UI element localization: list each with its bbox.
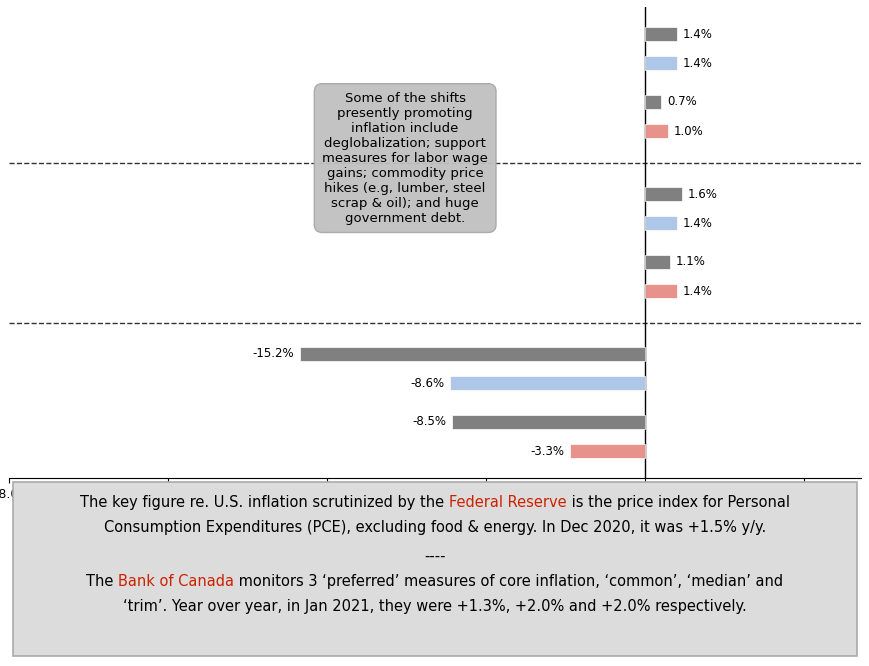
- Text: is the price index for Personal: is the price index for Personal: [566, 495, 789, 510]
- Bar: [569, 444, 645, 458]
- Bar: [645, 255, 669, 269]
- Text: 1.4%: 1.4%: [682, 27, 712, 41]
- Bar: [645, 27, 676, 41]
- Text: The key figure re. U.S. inflation scrutinized by the: The key figure re. U.S. inflation scruti…: [80, 495, 448, 510]
- Bar: [452, 415, 645, 429]
- X-axis label: Year-over-Year % Change: Year-over-Year % Change: [328, 509, 541, 525]
- Text: Consumption Expenditures (PCE), excluding food & energy. In Dec 2020, it was +1.: Consumption Expenditures (PCE), excludin…: [103, 520, 766, 535]
- Text: 1.0%: 1.0%: [673, 125, 703, 138]
- Text: 1.1%: 1.1%: [675, 255, 705, 268]
- Text: The: The: [86, 573, 118, 589]
- FancyBboxPatch shape: [13, 482, 856, 656]
- Bar: [645, 284, 676, 298]
- Text: 0.7%: 0.7%: [667, 95, 696, 109]
- Text: -15.2%: -15.2%: [252, 348, 294, 360]
- Text: Federal Reserve: Federal Reserve: [448, 495, 566, 510]
- Text: -8.5%: -8.5%: [412, 416, 446, 428]
- Text: ‘trim’. Year over year, in Jan 2021, they were +1.3%, +2.0% and +2.0% respective: ‘trim’. Year over year, in Jan 2021, the…: [123, 599, 746, 614]
- Bar: [449, 376, 645, 390]
- Text: -3.3%: -3.3%: [530, 444, 564, 458]
- Text: ----: ----: [424, 548, 445, 563]
- Text: 1.4%: 1.4%: [682, 217, 712, 230]
- Text: 1.4%: 1.4%: [682, 57, 712, 70]
- Bar: [645, 57, 676, 71]
- Text: monitors 3 ‘preferred’ measures of core inflation, ‘common’, ‘median’ and: monitors 3 ‘preferred’ measures of core …: [234, 573, 783, 589]
- Bar: [645, 216, 676, 230]
- Text: -8.6%: -8.6%: [409, 377, 443, 390]
- Bar: [645, 187, 681, 201]
- Text: Bank of Canada: Bank of Canada: [118, 573, 234, 589]
- Text: 1.4%: 1.4%: [682, 284, 712, 298]
- Text: 1.6%: 1.6%: [687, 188, 716, 200]
- Bar: [645, 124, 667, 139]
- Bar: [645, 95, 660, 109]
- Text: Some of the shifts
presently promoting
inflation include
deglobalization; suppor: Some of the shifts presently promoting i…: [322, 92, 488, 224]
- Bar: [300, 347, 645, 361]
